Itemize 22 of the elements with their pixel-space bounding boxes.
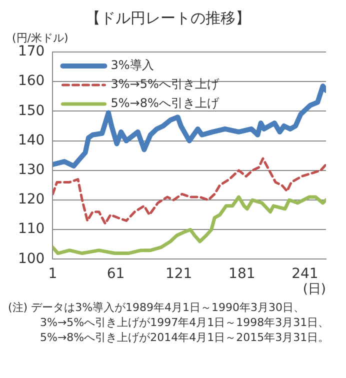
line-series	[52, 157, 326, 225]
y-tick-label: 140	[18, 132, 45, 148]
y-tick-label: 150	[18, 102, 45, 119]
text: 3%→5%へ引き上げが1997年4月1日～1998年3月31日、	[39, 315, 330, 330]
x-axis-title: (日)	[302, 282, 326, 298]
x-tick-label: 181	[228, 266, 256, 282]
y-tick-label: 120	[18, 192, 45, 208]
y-axis-title: (円/米ドル)	[12, 31, 68, 44]
text: (注) データは3%導入が1989年4月1日～1990年3月30日、	[8, 300, 306, 315]
chart-title: 【ドル円レートの推移】	[86, 8, 250, 27]
x-tick-label: 121	[165, 266, 192, 282]
x-tick-label: 61	[106, 266, 125, 282]
y-tick-label: 160	[18, 73, 45, 90]
y-tick-label: 170	[18, 44, 45, 60]
y-tick-label: 100	[18, 250, 45, 267]
y-tick-label: 130	[18, 162, 45, 178]
legend-label: 5%→8%へ引き上げ	[110, 96, 220, 110]
x-tick-label: 1	[48, 266, 58, 282]
legend-label: 3%導入	[110, 58, 154, 72]
x-tick-label: 241	[292, 266, 318, 282]
y-tick-label: 110	[18, 221, 45, 238]
text: 5%→8%へ引き上げが2014年4月1日～2015年3月31日。	[39, 330, 330, 345]
